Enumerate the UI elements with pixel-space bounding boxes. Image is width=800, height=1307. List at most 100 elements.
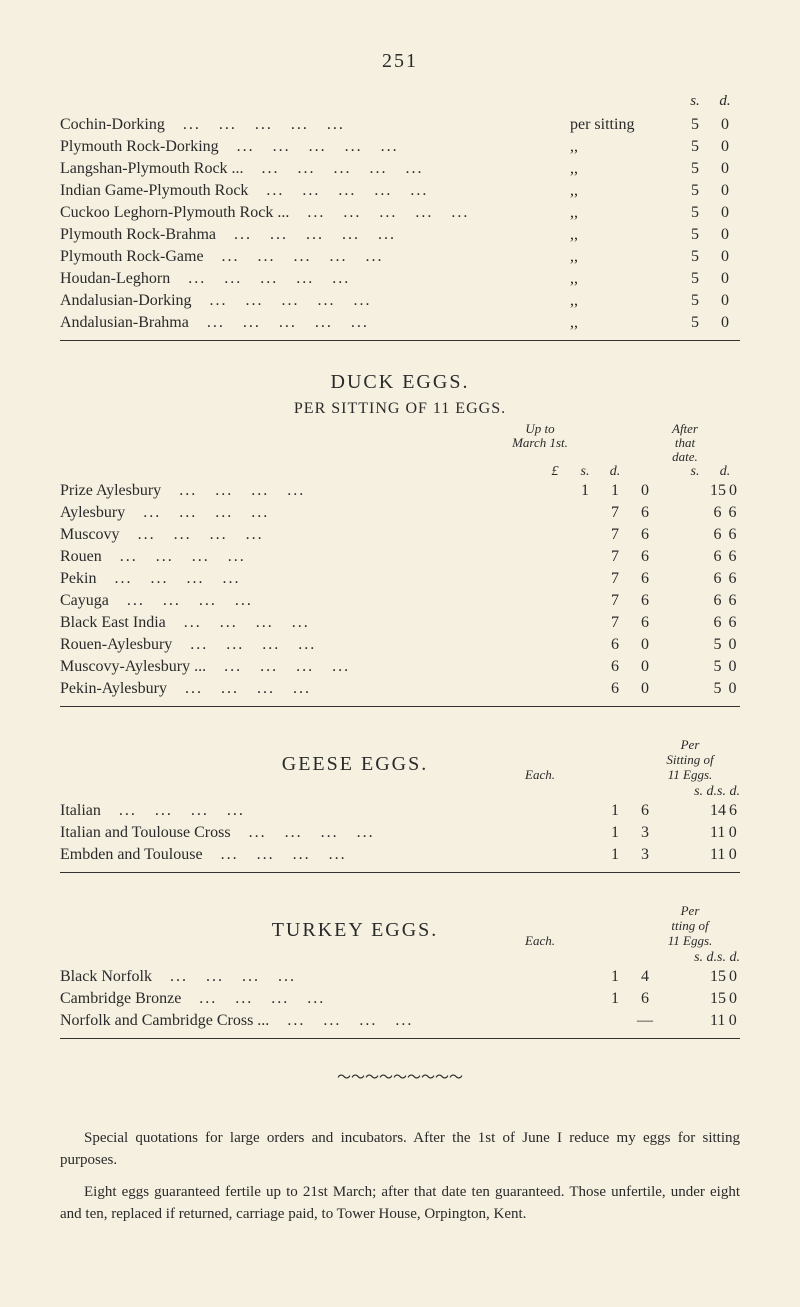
geese-s2: s. xyxy=(717,784,726,799)
turkey-row: Norfolk and Cambridge Cross ... ... ... … xyxy=(60,1010,740,1032)
footnote-p2: Eight eggs guaranteed fertile up to 21st… xyxy=(60,1181,740,1225)
header-d: d. xyxy=(710,93,740,110)
turkey-header-row: TURKEY EGGS. Each. Pertting of11 Eggs. xyxy=(60,903,740,948)
duck-row: Pekin ... ... ... ... 76 66 xyxy=(60,568,740,590)
duck-list: Prize Aylesbury ... ... ... ... 110 150 … xyxy=(60,480,740,700)
turkey-row: Black Norfolk ... ... ... ... 14 150 xyxy=(60,966,740,988)
geese-d2: d. xyxy=(730,784,741,799)
geese-row: Italian and Toulouse Cross ... ... ... .… xyxy=(60,822,740,844)
duck-name: Rouen ... ... ... ... xyxy=(60,546,570,568)
geese-prices: 13 110 xyxy=(570,844,740,866)
page-number: 251 xyxy=(60,50,740,73)
turkey-s1: s. xyxy=(694,950,703,965)
sitting-label: ,, xyxy=(570,312,680,334)
duck-col1-header: Up toMarch 1st. xyxy=(450,422,630,464)
chicken-row: Andalusian-Brahma ... ... ... ... ... ,,… xyxy=(60,312,740,334)
duck-row: Muscovy ... ... ... ... 76 66 xyxy=(60,524,740,546)
duck-prices: 76 66 xyxy=(570,590,740,612)
duck-subheader: £ s. d. s. d. xyxy=(60,464,740,480)
turkey-name: Cambridge Bronze ... ... ... ... xyxy=(60,988,570,1010)
duck-d: d. xyxy=(600,464,630,480)
chicken-row: Indian Game-Plymouth Rock ... ... ... ..… xyxy=(60,180,740,202)
chicken-row: Langshan-Plymouth Rock ... ... ... ... .… xyxy=(60,158,740,180)
footnote: Special quotations for large orders and … xyxy=(60,1127,740,1225)
geese-title: GEESE EGGS. xyxy=(220,753,490,776)
sitting-label: ,, xyxy=(570,224,680,246)
chicken-price: 50 xyxy=(680,158,740,180)
duck-row: Aylesbury ... ... ... ... 76 66 xyxy=(60,502,740,524)
chicken-name: Langshan-Plymouth Rock ... ... ... ... .… xyxy=(60,158,570,180)
geese-name: Embden and Toulouse ... ... ... ... xyxy=(60,844,570,866)
duck-name: Black East India ... ... ... ... xyxy=(60,612,570,634)
sitting-label: ,, xyxy=(570,180,680,202)
chicken-name: Andalusian-Dorking ... ... ... ... ... xyxy=(60,290,570,312)
duck-prices: 60 50 xyxy=(570,656,740,678)
duck-prices: 110 150 xyxy=(570,480,740,502)
geese-col1-header: Each. xyxy=(490,752,590,782)
duck-name: Muscovy ... ... ... ... xyxy=(60,524,570,546)
geese-prices: 13 110 xyxy=(570,822,740,844)
divider xyxy=(60,340,740,341)
turkey-subheader: s. d. s. d. xyxy=(60,950,740,966)
turkey-prices: — 110 xyxy=(570,1010,740,1032)
duck-prices: 76 66 xyxy=(570,612,740,634)
turkey-col1-header: Each. xyxy=(490,918,590,948)
divider xyxy=(60,1038,740,1039)
duck-name: Muscovy-Aylesbury ... ... ... ... ... xyxy=(60,656,570,678)
duck-row: Rouen-Aylesbury ... ... ... ... 60 50 xyxy=(60,634,740,656)
chicken-row: Andalusian-Dorking ... ... ... ... ... ,… xyxy=(60,290,740,312)
geese-list: Italian ... ... ... ... 16 146 Italian a… xyxy=(60,800,740,866)
duck-d2: d. xyxy=(710,464,740,480)
chicken-name: Cochin-Dorking ... ... ... ... ... xyxy=(60,114,570,136)
chicken-row: Houdan-Leghorn ... ... ... ... ... ,, 50 xyxy=(60,268,740,290)
chicken-name: Houdan-Leghorn ... ... ... ... ... xyxy=(60,268,570,290)
duck-row: Muscovy-Aylesbury ... ... ... ... ... 60… xyxy=(60,656,740,678)
duck-name: Rouen-Aylesbury ... ... ... ... xyxy=(60,634,570,656)
chicken-row: Plymouth Rock-Dorking ... ... ... ... ..… xyxy=(60,136,740,158)
duck-prices: 76 66 xyxy=(570,568,740,590)
duck-row: Cayuga ... ... ... ... 76 66 xyxy=(60,590,740,612)
chicken-price: 50 xyxy=(680,202,740,224)
turkey-d1: d. xyxy=(707,950,718,965)
chicken-price: 50 xyxy=(680,114,740,136)
duck-name: Aylesbury ... ... ... ... xyxy=(60,502,570,524)
duck-col2-header: Afterthatdate. xyxy=(630,422,740,464)
wavy-divider: 〜〜〜〜〜〜〜〜〜 xyxy=(60,1067,740,1087)
duck-prices: 60 50 xyxy=(570,634,740,656)
chicken-price-header: s. d. xyxy=(60,93,740,110)
geese-s1: s. xyxy=(694,784,703,799)
turkey-s2: s. xyxy=(717,950,726,965)
sitting-label: ,, xyxy=(570,290,680,312)
geese-name: Italian and Toulouse Cross ... ... ... .… xyxy=(60,822,570,844)
chicken-row: Plymouth Rock-Brahma ... ... ... ... ...… xyxy=(60,224,740,246)
duck-prices: 76 66 xyxy=(570,502,740,524)
turkey-prices: 14 150 xyxy=(570,966,740,988)
turkey-name: Norfolk and Cambridge Cross ... ... ... … xyxy=(60,1010,570,1032)
chicken-row: Cuckoo Leghorn-Plymouth Rock ... ... ...… xyxy=(60,202,740,224)
chicken-price: 50 xyxy=(680,180,740,202)
duck-name: Cayuga ... ... ... ... xyxy=(60,590,570,612)
chicken-price: 50 xyxy=(680,224,740,246)
duck-prices: 60 50 xyxy=(570,678,740,700)
chicken-row: Cochin-Dorking ... ... ... ... ... per s… xyxy=(60,114,740,136)
geese-prices: 16 146 xyxy=(570,800,740,822)
duck-title: DUCK EGGS. xyxy=(60,371,740,394)
chicken-name: Plymouth Rock-Game ... ... ... ... ... xyxy=(60,246,570,268)
geese-subheader: s. d. s. d. xyxy=(60,784,740,800)
turkey-prices: 16 150 xyxy=(570,988,740,1010)
sitting-label: ,, xyxy=(570,136,680,158)
sitting-label: ,, xyxy=(570,268,680,290)
geese-col2-header: PerSitting of11 Eggs. xyxy=(640,737,740,782)
duck-s2: s. xyxy=(680,464,710,480)
duck-name: Prize Aylesbury ... ... ... ... xyxy=(60,480,570,502)
divider xyxy=(60,706,740,707)
chicken-price: 50 xyxy=(680,290,740,312)
sitting-label: ,, xyxy=(570,246,680,268)
duck-col-headers: Up toMarch 1st. Afterthatdate. xyxy=(60,422,740,464)
sitting-label: per sitting xyxy=(570,114,680,136)
duck-row: Prize Aylesbury ... ... ... ... 110 150 xyxy=(60,480,740,502)
geese-d1: d. xyxy=(707,784,718,799)
chicken-name: Cuckoo Leghorn-Plymouth Rock ... ... ...… xyxy=(60,202,570,224)
turkey-row: Cambridge Bronze ... ... ... ... 16 150 xyxy=(60,988,740,1010)
chicken-name: Plymouth Rock-Brahma ... ... ... ... ... xyxy=(60,224,570,246)
